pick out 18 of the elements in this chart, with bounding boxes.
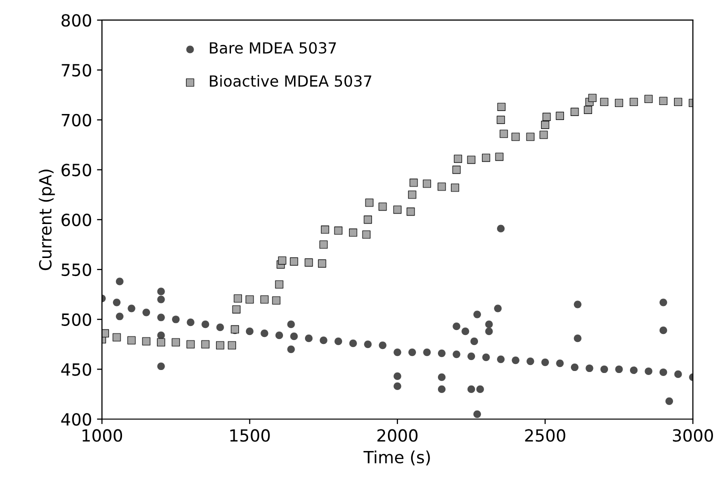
y-tick-label: 600 xyxy=(62,214,92,226)
y-tick-label: 800 xyxy=(62,14,92,27)
y-tick-label: 650 xyxy=(62,164,92,176)
y-tick-label: 450 xyxy=(61,363,92,376)
x-axis-title: Time (s) xyxy=(363,450,430,466)
x-tick-label: 2500 xyxy=(525,429,566,442)
x-tick-label: 3000 xyxy=(672,429,713,442)
legend-label: Bare MDEA 5037 xyxy=(210,42,336,54)
y-tick-label: 400 xyxy=(61,413,92,426)
legend-label: Bioactive MDEA 5037 xyxy=(210,74,372,87)
y-tick-label: 700 xyxy=(62,114,92,126)
y-tick-label: 500 xyxy=(62,313,92,326)
y-tick-label: 750 xyxy=(62,64,92,77)
x-tick-label: 1000 xyxy=(82,429,122,442)
y-axis-title: Current (pA) xyxy=(38,170,55,270)
x-tick-label: 2000 xyxy=(377,429,418,442)
y-tick-label: 550 xyxy=(62,263,92,276)
x-tick-label: 1500 xyxy=(230,429,270,442)
